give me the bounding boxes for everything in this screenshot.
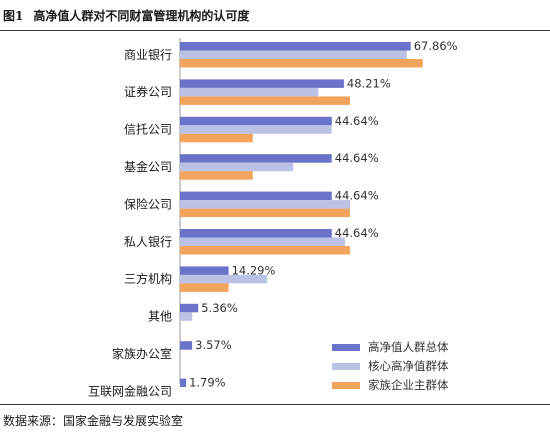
bar: [180, 154, 332, 163]
data-label: 1.79%: [189, 376, 226, 390]
bar: [180, 87, 319, 97]
bar: [180, 237, 345, 246]
legend-label: 核心高净值群体: [368, 359, 449, 373]
top-rule: [0, 30, 550, 31]
bar: [180, 171, 253, 180]
category-label: 基金公司: [124, 159, 172, 174]
bar: [180, 341, 193, 350]
bar: [180, 208, 350, 218]
bar: [180, 133, 253, 143]
category-label: 商业银行: [124, 47, 172, 62]
bar: [180, 246, 350, 255]
category-label: 信托公司: [124, 123, 172, 137]
category-label: 保险公司: [124, 196, 172, 211]
title-text: 高净值人群对不同财富管理机构的认可度: [33, 9, 250, 23]
bar: [180, 162, 294, 172]
category-label: 证券公司: [124, 84, 172, 99]
bar: [180, 125, 332, 134]
data-label: 5.36%: [201, 301, 238, 315]
bar: [180, 59, 423, 68]
figure-label: 图1: [3, 9, 24, 23]
legend-swatch: [332, 382, 360, 389]
data-label: 44.64%: [335, 151, 379, 165]
bar: [180, 116, 332, 126]
bar: [180, 274, 268, 284]
bar: [180, 312, 193, 321]
bottom-rule: [0, 404, 550, 405]
bar: [180, 303, 199, 313]
legend-label: 高净值人群总体: [368, 340, 449, 354]
legend-label: 家族企业主群体: [368, 378, 449, 392]
bar: [180, 42, 411, 51]
category-label: 互联网金融公司: [88, 383, 172, 398]
legend-swatch: [332, 344, 360, 351]
bar: [180, 378, 187, 388]
data-label: 44.64%: [335, 226, 379, 240]
bar: [180, 96, 350, 105]
bar: [180, 50, 407, 59]
bar: [180, 283, 229, 292]
data-label: 44.64%: [335, 114, 379, 128]
category-label: 三方机构: [124, 271, 172, 286]
data-label: 14.29%: [232, 263, 276, 277]
bar: [180, 200, 350, 209]
legend-swatch: [332, 363, 360, 370]
data-label: 67.86%: [414, 39, 458, 53]
bar: [180, 191, 332, 201]
data-label: 44.64%: [335, 189, 379, 203]
bar: [180, 79, 344, 88]
source-note: 数据来源：国家金融与发展实验室: [3, 414, 184, 428]
category-label: 私人银行: [124, 235, 172, 249]
data-label: 48.21%: [347, 76, 391, 90]
category-label: 家族办公室: [112, 346, 172, 361]
category-label: 其他: [148, 310, 172, 324]
bar: [180, 266, 229, 275]
data-label: 3.57%: [195, 338, 232, 352]
chart-title: 图1 高净值人群对不同财富管理机构的认可度: [3, 7, 249, 24]
bar: [180, 229, 332, 238]
